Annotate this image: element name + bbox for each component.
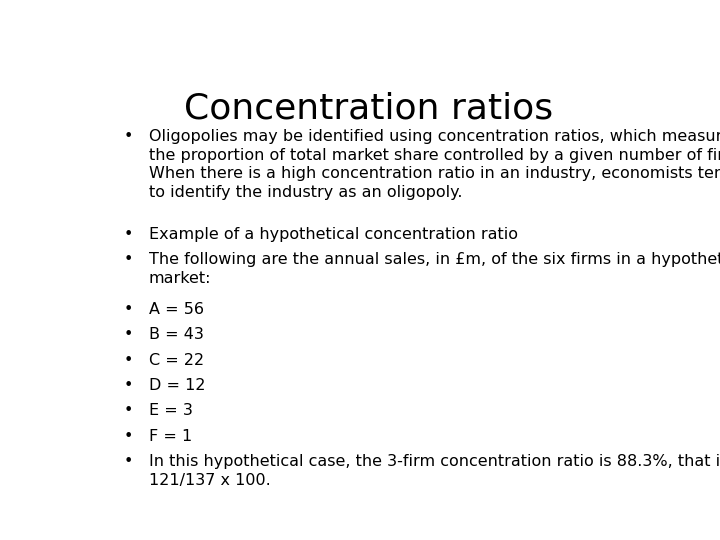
Text: Concentration ratios: Concentration ratios bbox=[184, 92, 554, 126]
Text: The following are the annual sales, in £m, of the six firms in a hypothetical
ma: The following are the annual sales, in £… bbox=[148, 252, 720, 286]
Text: •: • bbox=[123, 454, 132, 469]
Text: •: • bbox=[123, 252, 132, 267]
Text: •: • bbox=[123, 129, 132, 144]
Text: D = 12: D = 12 bbox=[148, 378, 205, 393]
Text: •: • bbox=[123, 353, 132, 368]
Text: Example of a hypothetical concentration ratio: Example of a hypothetical concentration … bbox=[148, 227, 518, 242]
Text: •: • bbox=[123, 302, 132, 317]
Text: •: • bbox=[123, 403, 132, 418]
Text: C = 22: C = 22 bbox=[148, 353, 204, 368]
Text: B = 43: B = 43 bbox=[148, 327, 204, 342]
Text: F = 1: F = 1 bbox=[148, 429, 192, 444]
Text: •: • bbox=[123, 227, 132, 242]
Text: In this hypothetical case, the 3-firm concentration ratio is 88.3%, that is
121/: In this hypothetical case, the 3-firm co… bbox=[148, 454, 720, 488]
Text: •: • bbox=[123, 327, 132, 342]
Text: E = 3: E = 3 bbox=[148, 403, 192, 418]
Text: •: • bbox=[123, 378, 132, 393]
Text: Oligopolies may be identified using concentration ratios, which measure
the prop: Oligopolies may be identified using conc… bbox=[148, 129, 720, 200]
Text: A = 56: A = 56 bbox=[148, 302, 204, 317]
Text: •: • bbox=[123, 429, 132, 444]
